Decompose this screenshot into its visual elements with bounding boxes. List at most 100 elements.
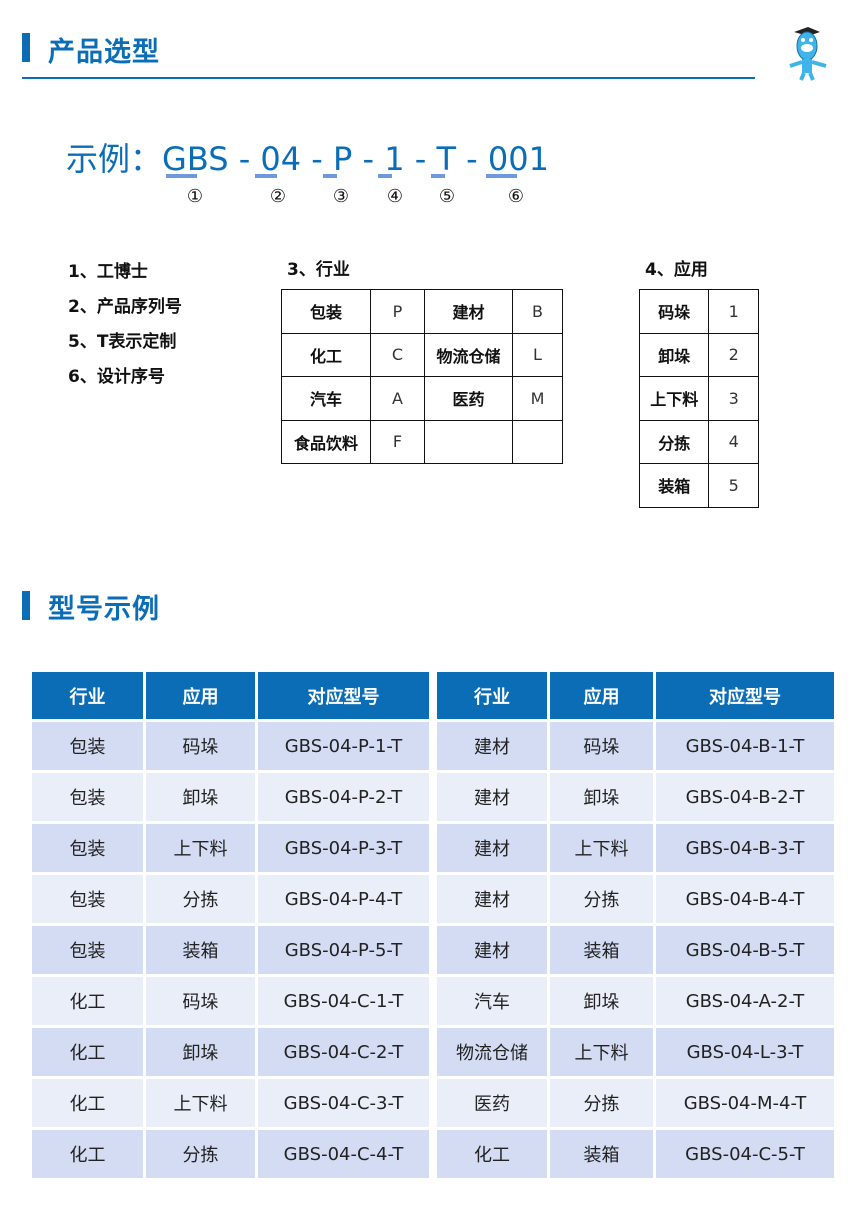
table-cell: GBS-04-C-2-T <box>258 1028 429 1076</box>
table-cell: GBS-04-C-1-T <box>258 977 429 1025</box>
table-cell: 建材 <box>437 875 547 923</box>
table-cell: 卸垛 <box>146 1028 255 1076</box>
application-cell: 装箱 <box>638 463 710 508</box>
separator: - <box>238 140 251 178</box>
industry-cell: 汽车 <box>281 376 371 421</box>
section-title-selection: 产品选型 <box>48 37 160 68</box>
industry-cell: M <box>512 376 563 421</box>
marker: ② <box>269 186 287 207</box>
table-cell: GBS-04-P-2-T <box>258 773 429 821</box>
table-cell: GBS-04-C-3-T <box>258 1079 429 1127</box>
table-cell: 医药 <box>437 1079 547 1127</box>
table-row: 包装 装箱 GBS-04-P-5-T <box>32 926 429 974</box>
underline <box>378 174 392 178</box>
application-cell: 分拣 <box>638 419 710 464</box>
table-row: 建材 上下料 GBS-04-B-3-T <box>437 824 834 872</box>
application-cell: 码垛 <box>638 289 710 334</box>
application-table: 码垛 1 卸垛 2 上下料 3 分拣 4 装箱 5 <box>638 289 759 508</box>
table-cell: 分拣 <box>146 1130 255 1178</box>
column-header: 行业 <box>32 672 143 719</box>
table-cell: 包装 <box>32 875 143 923</box>
industry-cell: 建材 <box>424 289 513 334</box>
section-bar <box>22 33 30 62</box>
table-cell: GBS-04-P-1-T <box>258 722 429 770</box>
table-cell: 码垛 <box>146 722 255 770</box>
application-cell: 5 <box>708 463 759 508</box>
underline <box>486 174 517 178</box>
column-header: 应用 <box>550 672 653 719</box>
table-cell: 装箱 <box>550 926 653 974</box>
table-row: 建材 装箱 GBS-04-B-5-T <box>437 926 834 974</box>
table-cell: GBS-04-B-4-T <box>656 875 834 923</box>
table-row: 化工 分拣 GBS-04-C-4-T <box>32 1130 429 1178</box>
application-cell: 2 <box>708 332 759 377</box>
application-row: 码垛 1 <box>638 289 759 334</box>
table-row: 化工 装箱 GBS-04-C-5-T <box>437 1130 834 1178</box>
underline <box>255 174 277 178</box>
table-row: 包装 上下料 GBS-04-P-3-T <box>32 824 429 872</box>
application-cell: 4 <box>708 419 759 464</box>
legend-list: 1、工博士 2、产品序列号 5、T表示定制 6、设计序号 <box>68 257 182 397</box>
column-header: 对应型号 <box>656 672 834 719</box>
legend-item: 5、T表示定制 <box>68 332 177 352</box>
table-row: 建材 码垛 GBS-04-B-1-T <box>437 722 834 770</box>
table-cell: 码垛 <box>146 977 255 1025</box>
section-bar <box>22 591 30 620</box>
model-table-left: 行业 应用 对应型号 包装 码垛 GBS-04-P-1-T 包装 卸垛 GBS-04-P-2-T… <box>29 669 432 1181</box>
industry-row: 食品饮料 F <box>281 419 563 464</box>
application-cell: 1 <box>708 289 759 334</box>
table-cell: 包装 <box>32 722 143 770</box>
table-header: 行业 应用 对应型号 <box>437 672 834 719</box>
table-header: 行业 应用 对应型号 <box>32 672 429 719</box>
table-row: 化工 上下料 GBS-04-C-3-T <box>32 1079 429 1127</box>
code-part: GBS <box>162 140 229 178</box>
industry-cell: 物流仓储 <box>424 332 513 377</box>
application-row: 装箱 5 <box>638 463 759 508</box>
model-table-right: 行业 应用 对应型号 建材 码垛 GBS-04-B-1-T 建材 卸垛 GBS-04-B-2-T… <box>434 669 837 1181</box>
separator: - <box>466 140 478 178</box>
industry-row: 包装 P 建材 B <box>281 289 563 334</box>
marker: ④ <box>386 186 404 207</box>
column-header: 行业 <box>437 672 547 719</box>
table-cell: 码垛 <box>550 722 653 770</box>
table-cell: 包装 <box>32 824 143 872</box>
marker: ③ <box>332 186 350 207</box>
industry-cell <box>512 419 563 464</box>
model-example: 示例：GBS - 04 - P - 1 - T - 001 <box>66 134 549 180</box>
table-cell: 建材 <box>437 773 547 821</box>
table-cell: 包装 <box>32 926 143 974</box>
table-cell: 卸垛 <box>550 773 653 821</box>
column-header: 应用 <box>146 672 255 719</box>
table-cell: 包装 <box>32 773 143 821</box>
column-header: 对应型号 <box>258 672 429 719</box>
application-row: 上下料 3 <box>638 376 759 421</box>
table-row: 包装 码垛 GBS-04-P-1-T <box>32 722 429 770</box>
industry-cell: F <box>370 419 425 464</box>
legend-item: 1、工博士 <box>68 262 148 282</box>
application-row: 卸垛 2 <box>638 332 759 377</box>
industry-row: 汽车 A 医药 M <box>281 376 563 421</box>
table-cell: GBS-04-M-4-T <box>656 1079 834 1127</box>
table-cell: 化工 <box>32 1079 143 1127</box>
legend-item: 6、设计序号 <box>68 367 165 387</box>
table-cell: 建材 <box>437 926 547 974</box>
industry-cell: 食品饮料 <box>281 419 371 464</box>
code-part: P <box>333 140 353 178</box>
table-cell: 装箱 <box>146 926 255 974</box>
table-cell: GBS-04-P-5-T <box>258 926 429 974</box>
table-cell: 汽车 <box>437 977 547 1025</box>
table-cell: 建材 <box>437 824 547 872</box>
table-cell: 上下料 <box>550 824 653 872</box>
table-row: 包装 卸垛 GBS-04-P-2-T <box>32 773 429 821</box>
table-cell: 化工 <box>32 1028 143 1076</box>
table-cell: GBS-04-B-2-T <box>656 773 834 821</box>
table-cell: 上下料 <box>146 824 255 872</box>
table-row: 包装 分拣 GBS-04-P-4-T <box>32 875 429 923</box>
table-cell: GBS-04-B-1-T <box>656 722 834 770</box>
table-row: 物流仓储 上下料 GBS-04-L-3-T <box>437 1028 834 1076</box>
code-part: T <box>436 140 456 178</box>
table-cell: 分拣 <box>550 875 653 923</box>
legend-item: 2、产品序列号 <box>68 297 182 317</box>
table-cell: GBS-04-L-3-T <box>656 1028 834 1076</box>
industry-cell: L <box>512 332 563 377</box>
